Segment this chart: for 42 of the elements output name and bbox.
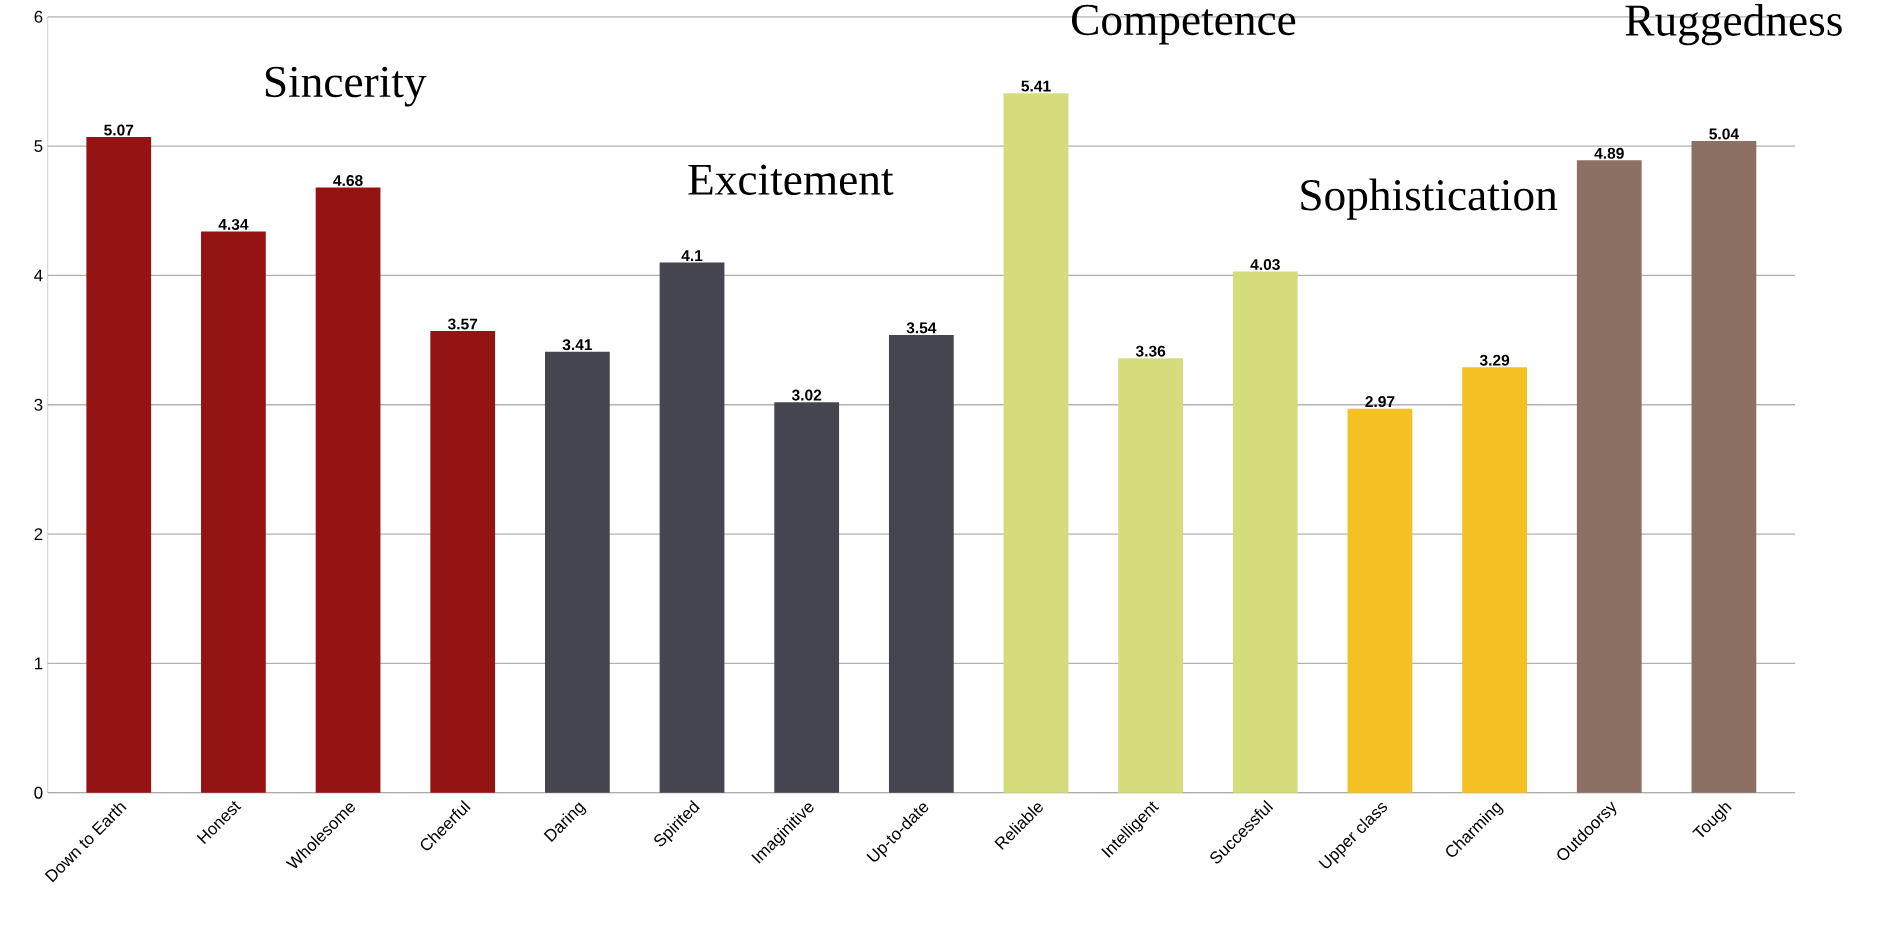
- bar: [1003, 93, 1069, 793]
- y-tick-label: 0: [34, 786, 43, 799]
- bar: [544, 351, 610, 793]
- annotation: Ruggedness: [1625, 4, 1842, 46]
- bar: [201, 231, 266, 793]
- y-tick-label: 4: [34, 269, 43, 282]
- data-label: 5.41: [1021, 80, 1051, 92]
- bar: [1232, 271, 1298, 793]
- y-tick-label: 3: [34, 398, 43, 411]
- bar: [1462, 367, 1527, 793]
- bar: [888, 335, 954, 793]
- bar: [315, 187, 381, 793]
- annotation: Sophistication: [1301, 178, 1558, 220]
- bar: [86, 137, 152, 793]
- bar: [1691, 141, 1757, 793]
- bar: [1576, 160, 1642, 793]
- y-tick-label: 2: [34, 528, 43, 541]
- y-tick-label: 6: [34, 10, 43, 23]
- data-label: 4.1: [681, 250, 703, 262]
- bar: [1118, 358, 1184, 793]
- data-label: 4.34: [218, 219, 249, 231]
- bar: [774, 402, 840, 793]
- data-label: 4.03: [1250, 259, 1280, 271]
- bar: [1347, 408, 1413, 793]
- data-label: 3.36: [1135, 345, 1166, 357]
- data-label: 5.04: [1709, 128, 1739, 140]
- annotation: Competence: [1072, 4, 1296, 45]
- data-label: 4.68: [333, 175, 363, 187]
- bar: [430, 331, 496, 793]
- data-label: 4.89: [1594, 147, 1624, 159]
- data-label: 3.57: [447, 318, 478, 330]
- data-label: 3.54: [906, 322, 937, 334]
- data-label: 3.41: [562, 339, 593, 351]
- data-label: 2.97: [1365, 396, 1395, 408]
- annotation: Excitement: [688, 164, 894, 196]
- y-tick-label: 1: [35, 657, 43, 670]
- bar: [659, 262, 725, 793]
- y-tick-label: 5: [34, 140, 43, 153]
- data-label: 5.07: [104, 124, 134, 136]
- annotation: Sincerity: [265, 66, 427, 107]
- data-label: 3.29: [1479, 354, 1510, 366]
- data-label: 3.02: [791, 389, 822, 401]
